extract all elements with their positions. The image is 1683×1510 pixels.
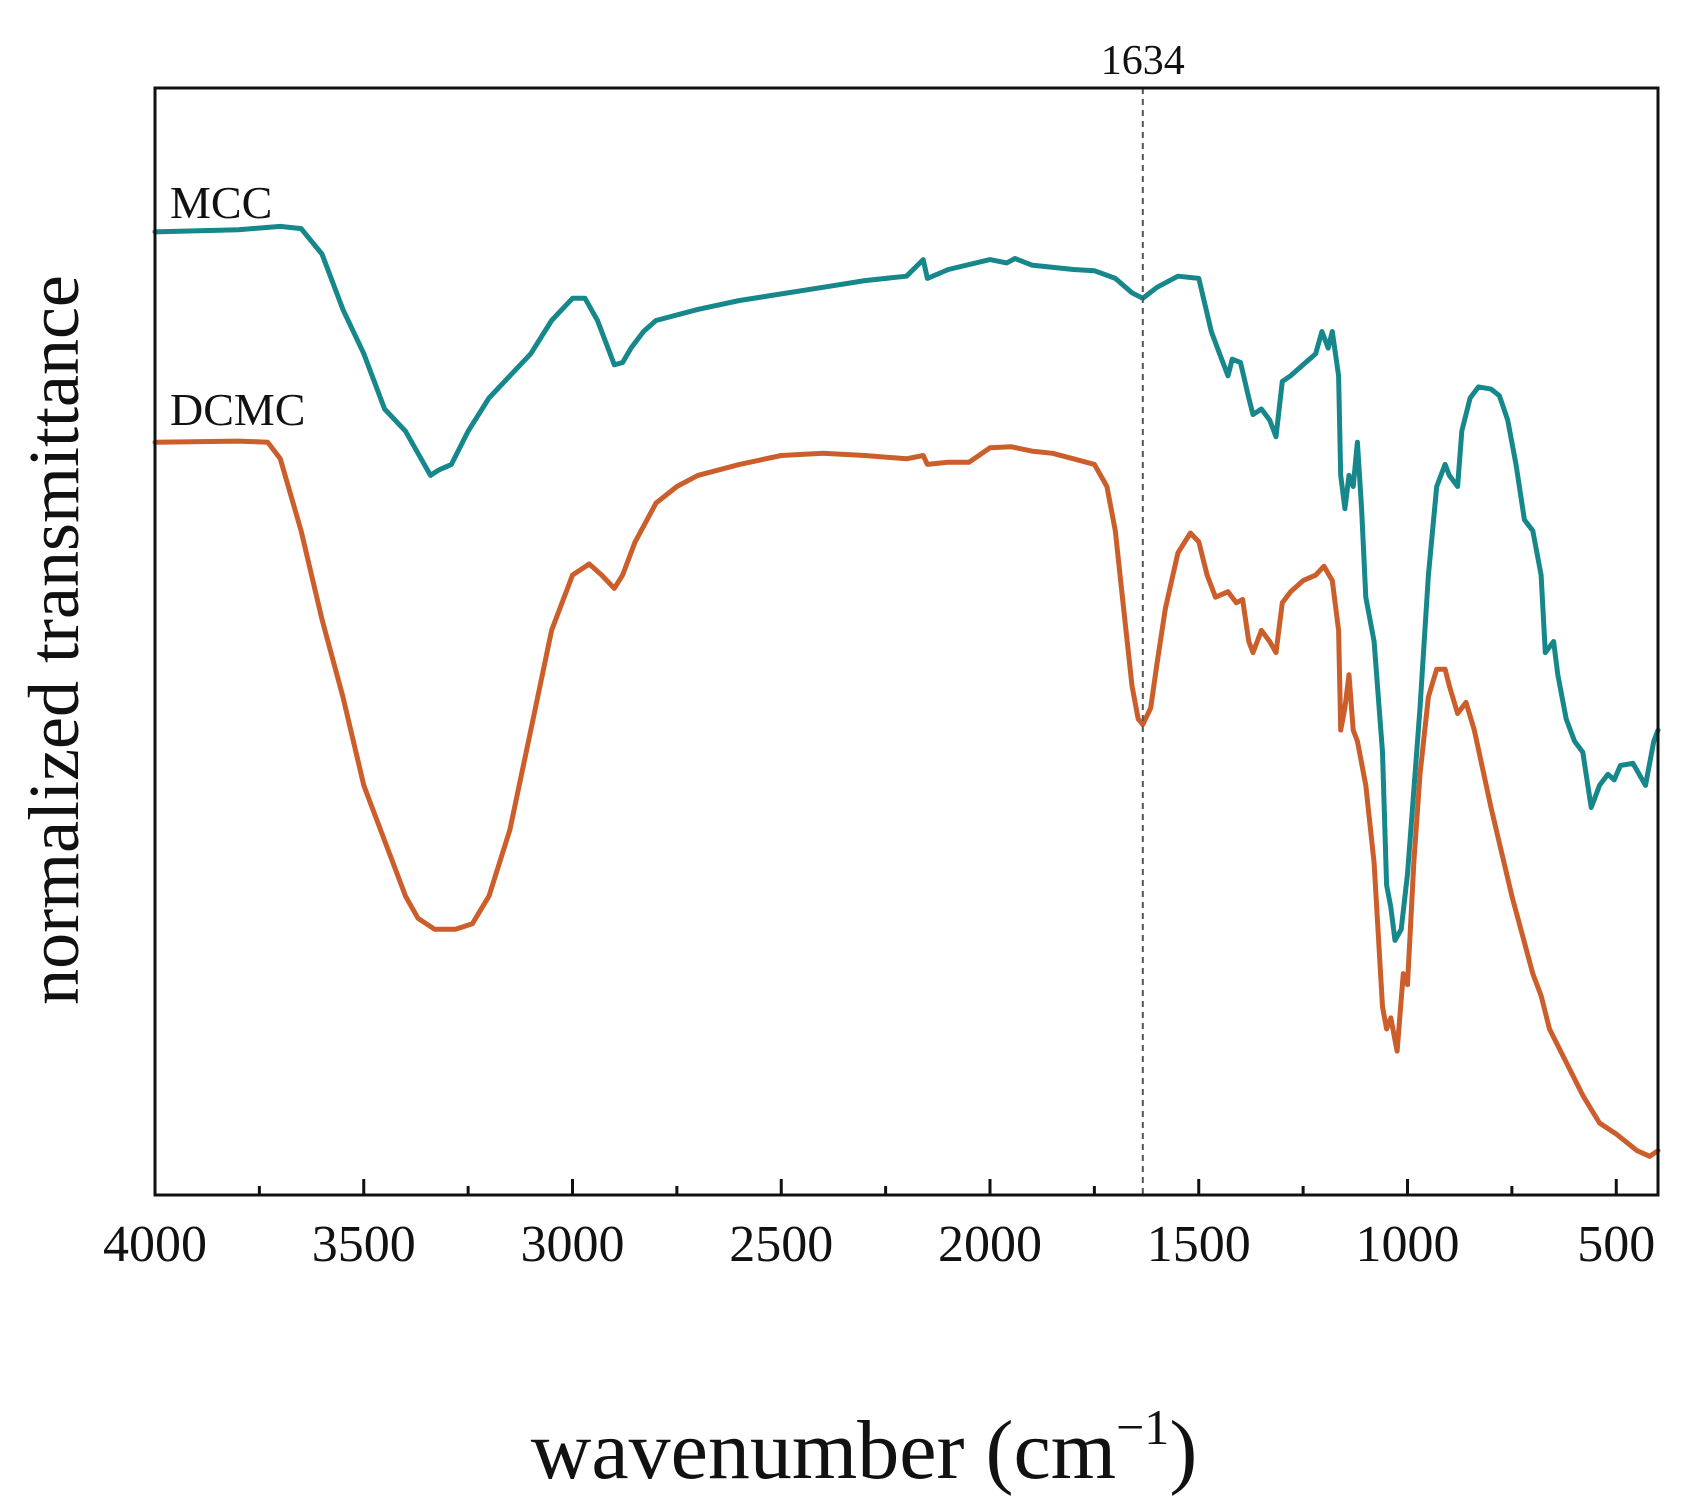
x-tick-label: 1500 [1147,1216,1251,1273]
x-tick-label: 4000 [103,1216,207,1273]
x-tick-label: 2500 [729,1216,833,1273]
annotation-group: 1634 [1101,38,1185,1195]
axis-group: 4000 3500 3000 2500 2000 1500 1000 500 [103,86,1660,1273]
annotation-label-1634: 1634 [1101,38,1185,84]
series-line-mcc [152,223,1661,943]
x-tick-label: 500 [1577,1216,1655,1273]
x-tick-label: 3000 [521,1216,625,1273]
x-axis-title-superscript: −1 [1116,1399,1169,1455]
plot-frame [153,86,1660,1197]
x-axis-title-main: wavenumber (cm [531,1404,1116,1497]
x-axis-title: wavenumber (cm−1) [531,1399,1198,1497]
series-label-mcc: MCC [170,177,272,228]
x-axis-title-close: ) [1169,1404,1197,1497]
series-label-dcmc: DCMC [170,384,305,435]
x-tick-label: 1000 [1356,1216,1460,1273]
series-group [152,223,1661,1159]
x-tick-label: 3500 [312,1216,416,1273]
y-axis-title: normalized transmittance [14,275,94,1005]
series-line-dcmc [152,438,1661,1159]
x-tick-label: 2000 [938,1216,1042,1273]
